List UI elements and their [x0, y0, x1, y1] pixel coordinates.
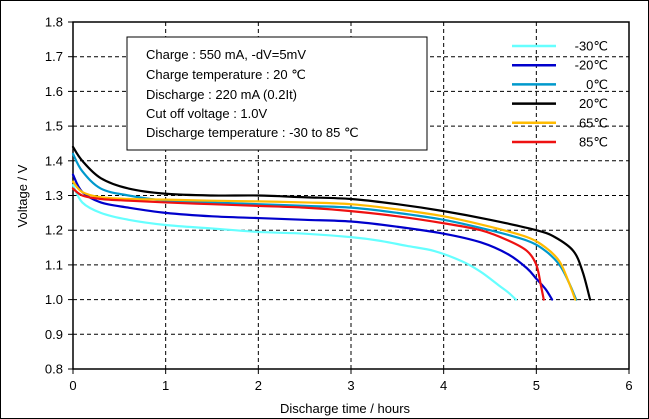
y-tick-label: 1.0	[45, 292, 63, 307]
y-tick-label: 0.9	[45, 327, 63, 342]
x-tick-label: 4	[440, 378, 447, 393]
y-tick-label: 1.1	[45, 257, 63, 272]
series-line	[71, 187, 545, 301]
x-tick-label: 1	[162, 378, 169, 393]
series-line	[71, 145, 592, 301]
x-tick-label: 2	[255, 378, 262, 393]
y-tick-label: 1.2	[45, 223, 63, 238]
legend: -30℃ -20℃ 0℃ 20℃ 65℃ 85℃	[512, 39, 608, 150]
info-line-2: Charge temperature : 20 ℃	[146, 67, 306, 82]
y-tick-label: 1.7	[45, 49, 63, 64]
legend-label: -20℃	[575, 58, 608, 73]
y-tick-label: 0.8	[45, 362, 63, 377]
x-tick-label: 6	[625, 378, 632, 393]
series-line	[71, 180, 577, 301]
y-axis-title: Voltage / V	[15, 164, 30, 227]
x-tick-label: 0	[69, 378, 76, 393]
legend-label: 20℃	[579, 96, 608, 111]
legend-label: 0℃	[586, 77, 608, 92]
series-line	[71, 152, 578, 301]
y-tick-label: 1.4	[45, 153, 63, 168]
y-tick-label: 1.3	[45, 188, 63, 203]
series-line	[71, 183, 518, 301]
info-line-4: Cut off voltage : 1.0V	[146, 106, 267, 121]
info-line-1: Charge : 550 mA, -dV=5mV	[146, 47, 306, 62]
y-tick-label: 1.8	[45, 15, 63, 30]
y-tick-label: 1.5	[45, 119, 63, 134]
y-axis-ticks: 0.8 0.9 1.0 1.1 1.2 1.3 1.4 1.5 1.6 1.7 1.8	[45, 15, 73, 377]
x-axis-ticks: 0 1 2 3 4 5 6	[69, 369, 633, 393]
x-axis-title: Discharge time / hours	[280, 401, 411, 416]
series-line	[71, 173, 554, 301]
legend-label: 65℃	[579, 115, 608, 130]
legend-label: -30℃	[575, 39, 608, 54]
series-lines	[71, 145, 592, 301]
y-tick-label: 1.6	[45, 84, 63, 99]
info-line-5: Discharge temperature : -30 to 85 ℃	[146, 125, 359, 140]
legend-label: 85℃	[579, 135, 608, 150]
info-box-frame	[126, 36, 428, 151]
x-tick-label: 5	[533, 378, 540, 393]
x-tick-label: 3	[347, 378, 354, 393]
info-line-3: Discharge : 220 mA (0.2It)	[146, 87, 297, 102]
info-box: Charge : 550 mA, -dV=5mV Charge temperat…	[126, 36, 428, 151]
